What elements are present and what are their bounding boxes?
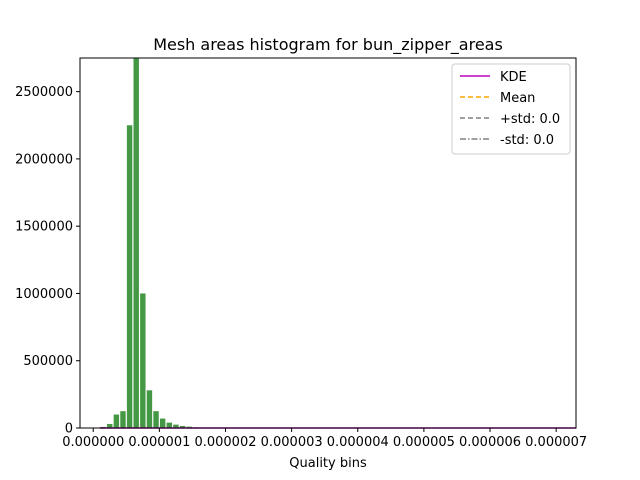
x-tick-label: 0.000006: [459, 435, 521, 450]
histogram-bar: [120, 411, 126, 428]
legend-label: -std: 0.0: [500, 133, 554, 148]
x-tick-label: 0.000002: [194, 435, 256, 450]
y-tick-label: 2500000: [15, 85, 73, 100]
plot-frame: [79, 57, 577, 429]
x-tick-label: 0.000005: [393, 435, 455, 450]
x-tick-label: 0.000004: [327, 435, 389, 450]
histogram-bar: [159, 418, 166, 428]
chart-title: Mesh areas histogram for bun_zipper_area…: [153, 35, 503, 55]
y-axis-ticks: 0 500000 1000000 1500000 2000000 2500000: [15, 85, 80, 437]
x-tick-label: 0.000000: [62, 435, 124, 450]
y-tick-label: 500000: [23, 354, 73, 369]
legend-box: [451, 63, 571, 155]
x-axis-ticks: 0.000000 0.000001 0.000002 0.000003 0.000004…: [62, 428, 587, 450]
x-axis-label: Quality bins: [289, 456, 367, 471]
y-tick-label: 0: [65, 422, 73, 437]
histogram-bar: [113, 414, 120, 428]
histogram-bar: [126, 125, 133, 428]
histogram-bar: [153, 411, 159, 428]
histogram-bar: [133, 58, 139, 428]
histogram-bar: [146, 390, 153, 428]
histogram-bar: [179, 425, 186, 428]
legend-label: +std: 0.0: [500, 112, 560, 127]
legend-label: KDE: [500, 70, 527, 85]
x-tick-label: 0.000003: [261, 435, 323, 450]
y-tick-label: 1000000: [15, 287, 73, 302]
legend-label: Mean: [500, 91, 535, 106]
histogram-bar: [173, 424, 179, 428]
histogram-bar: [140, 293, 146, 428]
x-tick-label: 0.000001: [128, 435, 190, 450]
legend: KDE Mean +std: 0.0 -std: 0.0: [451, 63, 571, 155]
histogram-bar: [166, 422, 172, 428]
y-tick-label: 1500000: [15, 220, 73, 235]
x-tick-label: 0.000007: [525, 435, 587, 450]
histogram-bar: [107, 423, 113, 428]
y-tick-label: 2000000: [15, 152, 73, 167]
bars-group: [100, 58, 199, 428]
